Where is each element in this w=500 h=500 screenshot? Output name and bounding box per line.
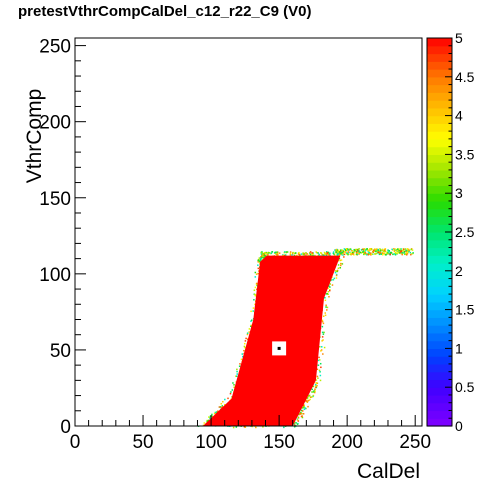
y-tick-label: 250	[39, 37, 71, 58]
color-scale: 0 0.5 1 1.5 2 2.5 3 3.5 4 4.5 5	[426, 30, 475, 434]
colorbar-tick-label: 0	[455, 418, 463, 434]
y-tick-label: 0	[60, 417, 71, 438]
x-tick-label: 0	[70, 432, 81, 453]
colorbar-tick-label: 1	[455, 340, 463, 356]
colorbar-tick-label: 3.5	[455, 146, 475, 162]
plot-area	[75, 38, 422, 429]
full-efficiency-region	[202, 255, 341, 426]
colorbar-tick-label: 4.5	[455, 69, 475, 85]
colorbar-tick-label: 5	[455, 30, 463, 46]
colorbar-tick-label: 2	[455, 263, 463, 279]
colorbar-tick-label: 2.5	[455, 224, 475, 240]
y-tick-label: 200	[39, 113, 71, 134]
colorbar-tick-label: 4	[455, 108, 463, 124]
colorbar-tick-label: 3	[455, 185, 463, 201]
working-point-marker	[272, 341, 287, 356]
x-tick-label: 250	[399, 432, 431, 453]
plot-frame	[74, 37, 423, 427]
chart-title: pretestVthrCompCalDel_c12_r22_C9 (V0)	[18, 3, 312, 20]
x-axis-title: CalDel	[357, 460, 420, 483]
y-tick-label: 100	[39, 265, 71, 286]
axes: 0 50 100 150 200 250 0 50 100 150 200 250	[39, 37, 431, 453]
x-tick-label: 200	[331, 432, 363, 453]
y-tick-label: 50	[50, 341, 71, 362]
y-tick-label: 150	[39, 189, 71, 210]
colorbar-tick-label: 0.5	[455, 379, 475, 395]
colorbar-tick-label: 1.5	[455, 302, 475, 318]
x-tick-label: 50	[132, 432, 153, 453]
x-tick-label: 150	[263, 432, 295, 453]
x-tick-label: 100	[195, 432, 227, 453]
y-axis-title: VthrComp	[23, 89, 46, 184]
